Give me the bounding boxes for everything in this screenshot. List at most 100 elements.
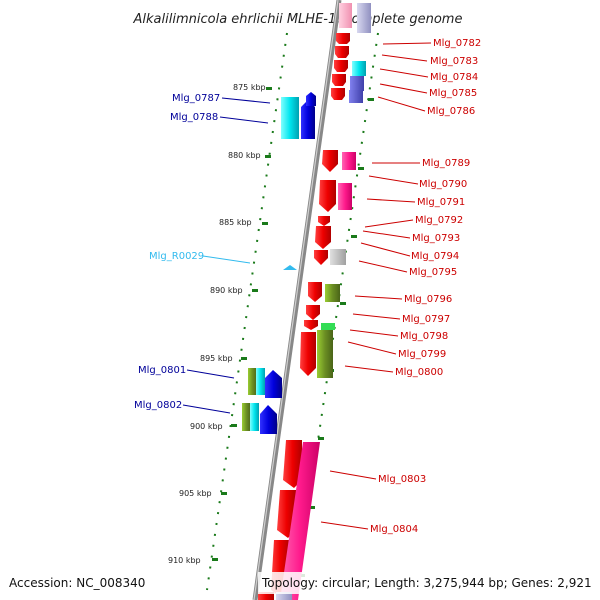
right-gene-label-texts: Mlg_0782 Mlg_0783 Mlg_0784 Mlg_0785 Mlg_… [370, 38, 481, 535]
gene-label[interactable]: Mlg_0786 [427, 106, 475, 117]
gene-block[interactable] [242, 403, 251, 431]
gene-label[interactable]: Mlg_0785 [429, 88, 477, 99]
gene-label[interactable]: Mlg_0800 [395, 367, 443, 378]
gene-arrow[interactable] [315, 226, 331, 249]
kbp-tick [262, 222, 268, 225]
callout-line [381, 54, 428, 62]
kbp-tick [231, 424, 237, 427]
gene-label[interactable]: Mlg_0797 [402, 314, 450, 325]
right-gene-labels [320, 42, 432, 530]
kbp-label: 885 kbp [219, 218, 252, 227]
gene-block[interactable] [338, 183, 352, 210]
gene-label[interactable]: Mlg_0791 [417, 197, 465, 208]
callout-line [186, 369, 235, 379]
callout-line [202, 255, 251, 264]
chromosome-backbone [252, 0, 342, 600]
genome-title: Alkalilimnicola ehrlichii MLHE-1, comple… [133, 12, 463, 27]
callout-line [379, 68, 429, 78]
gene-arrow[interactable] [308, 282, 322, 302]
gene-block[interactable] [352, 61, 366, 76]
gene-block[interactable] [325, 284, 340, 302]
gene-label[interactable]: Mlg_0803 [378, 474, 426, 485]
gene-block[interactable] [342, 152, 356, 170]
kbp-tick [221, 492, 227, 495]
gene-label[interactable]: Mlg_0787 [172, 93, 220, 104]
callout-line [219, 116, 269, 124]
gene-arrow[interactable] [331, 88, 345, 100]
kbp-tick [252, 289, 258, 292]
right-track-tick [340, 302, 346, 305]
gene-label[interactable]: Mlg_0783 [430, 56, 478, 67]
gene-arrow[interactable] [332, 74, 346, 86]
kbp-tick [266, 87, 272, 90]
kbp-scale: 875 kbp 880 kbp 885 kbp 890 kbp 895 kbp … [168, 83, 272, 565]
chromosome-backbone-highlight [253, 0, 339, 600]
gene-label[interactable]: Mlg_0789 [422, 158, 470, 169]
gene-arrow[interactable] [322, 150, 338, 172]
gene-arrow[interactable] [304, 320, 318, 330]
gene-block[interactable] [281, 97, 299, 139]
gene-arrow[interactable] [318, 216, 330, 226]
callout-line [382, 42, 432, 45]
gene-label[interactable]: Mlg_0784 [430, 72, 478, 83]
gene-arrow[interactable] [260, 405, 277, 434]
callout-line [362, 230, 411, 239]
kbp-label: 900 kbp [190, 422, 223, 431]
gene-block[interactable] [276, 592, 292, 600]
gene-arrow[interactable] [265, 370, 282, 398]
right-track-tick [309, 506, 315, 509]
gene-block[interactable] [350, 76, 364, 91]
gene-block[interactable] [248, 368, 257, 395]
gene-label[interactable]: Mlg_0782 [433, 38, 481, 49]
gene-label[interactable]: Mlg_0802 [134, 400, 182, 411]
callout-line [368, 175, 419, 185]
callout-line [344, 365, 394, 373]
gene-arrow[interactable] [300, 332, 316, 376]
kbp-label: 905 kbp [179, 489, 212, 498]
gene-block[interactable] [349, 90, 363, 103]
gene-block[interactable] [256, 368, 265, 395]
gene-arrow[interactable] [314, 250, 328, 265]
kbp-label: 880 kbp [228, 151, 261, 160]
gene-label[interactable]: Mlg_0801 [138, 365, 186, 376]
callout-line [364, 219, 414, 228]
gene-block[interactable] [280, 442, 320, 600]
gene-block[interactable] [258, 592, 274, 600]
gene-block[interactable] [250, 403, 259, 431]
right-track-tick [358, 167, 364, 170]
rna-marker[interactable] [283, 265, 297, 270]
callout-line [377, 96, 426, 112]
gene-label[interactable]: Mlg_0793 [412, 233, 460, 244]
gene-block[interactable] [339, 3, 352, 28]
gene-label[interactable]: Mlg_0804 [370, 524, 418, 535]
gene-arrow[interactable] [319, 180, 336, 212]
gene-arrow[interactable] [334, 60, 348, 72]
gene-label[interactable]: Mlg_0798 [400, 331, 448, 342]
gene-block[interactable] [357, 3, 371, 33]
kbp-tick [265, 155, 271, 158]
gene-block[interactable] [321, 323, 335, 330]
gene-arrow[interactable] [335, 46, 349, 58]
accession-text: Accession: NC_008340 [9, 576, 145, 590]
gene-block[interactable] [317, 330, 333, 378]
forward-strand-genes [258, 3, 371, 600]
gene-block[interactable] [330, 249, 346, 265]
gene-label[interactable]: Mlg_0795 [409, 267, 457, 278]
gene-arrow[interactable] [306, 92, 316, 106]
gene-label[interactable]: Mlg_0788 [170, 112, 218, 123]
gene-arrow[interactable] [301, 100, 315, 139]
callout-line [182, 404, 231, 414]
gene-label[interactable]: Mlg_0794 [411, 251, 459, 262]
gene-label[interactable]: Mlg_0790 [419, 179, 467, 190]
gene-label[interactable]: Mlg_0799 [398, 349, 446, 360]
gene-arrow[interactable] [306, 305, 320, 320]
callout-line [354, 295, 403, 300]
gene-label[interactable]: Mlg_0796 [404, 294, 452, 305]
gene-arrow[interactable] [336, 33, 350, 44]
gene-label[interactable]: Mlg_0792 [415, 215, 463, 226]
footer-backdrop-left [4, 572, 152, 594]
reverse-strand-genes [242, 92, 316, 434]
gene-arrow[interactable] [283, 440, 302, 488]
gene-label[interactable]: Mlg_R0029 [149, 251, 204, 262]
